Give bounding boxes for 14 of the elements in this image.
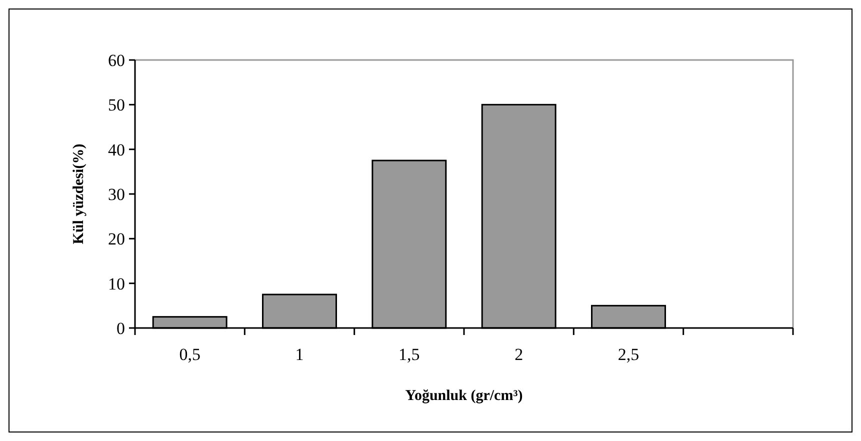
x-tick-label: 2 [514,345,524,364]
x-axis-title: Yoğunluk (gr/cm³) [405,388,523,404]
y-tick-label: 10 [108,274,125,294]
x-tick-label: 0,5 [179,345,200,364]
y-tick-label: 60 [108,50,125,70]
x-tick-label: 1 [295,345,304,364]
y-tick-label: 30 [108,184,125,204]
y-tick-label: 40 [108,140,125,160]
y-tick-label: 20 [108,230,125,249]
y-tick-label: 0 [116,318,125,338]
y-tick-label: 50 [108,96,125,115]
x-tick-label: 1,5 [398,345,420,364]
x-tick-label: 2,5 [618,345,640,364]
y-axis-title: Kül yüzdesi(%) [71,144,87,244]
